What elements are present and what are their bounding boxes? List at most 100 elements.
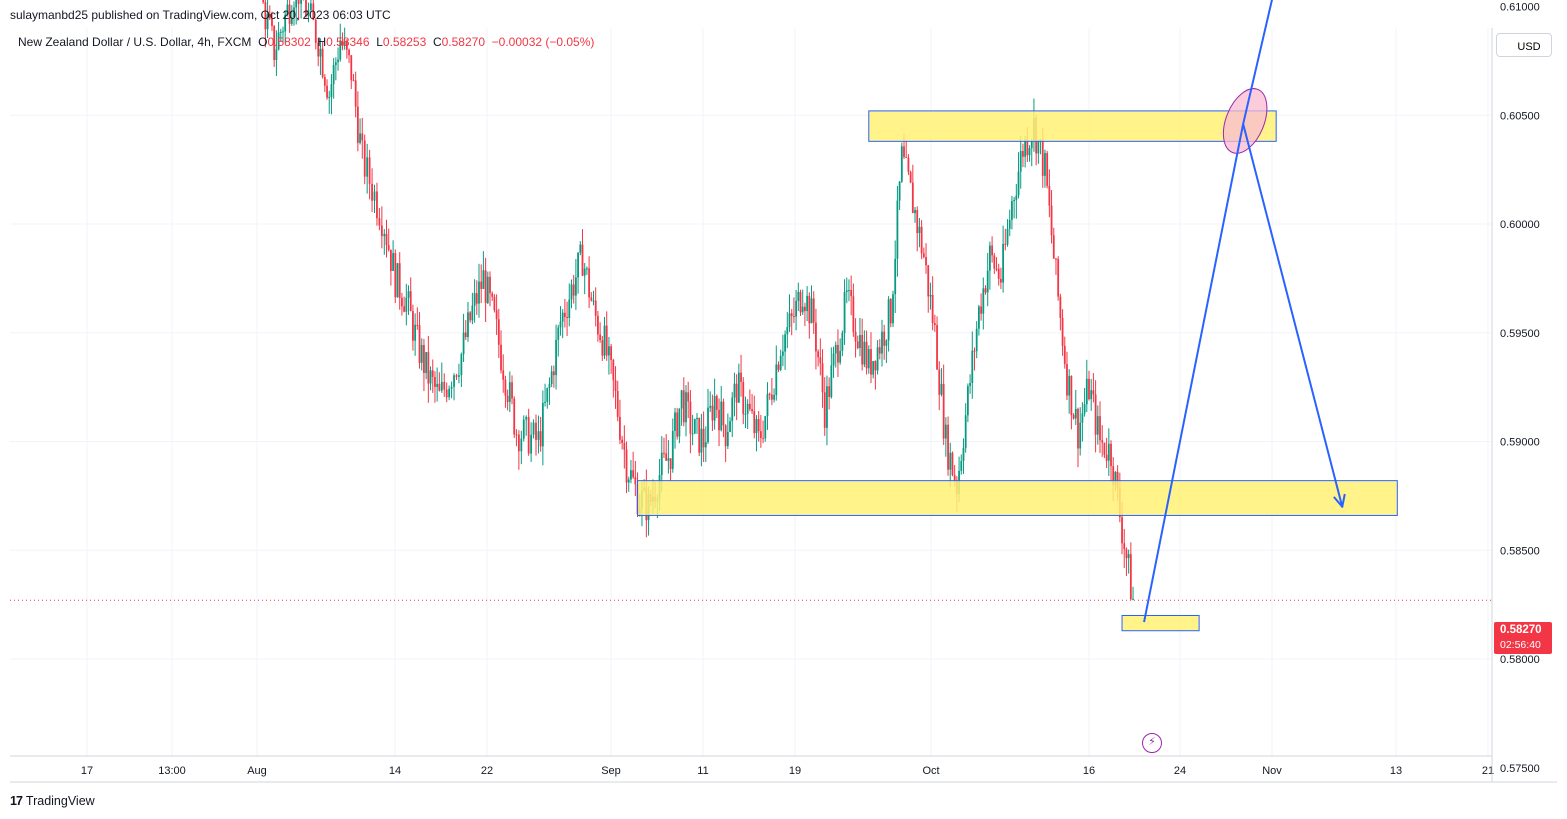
- candle-body: [1037, 140, 1040, 154]
- candle-body: [559, 321, 562, 328]
- candle-body: [887, 299, 890, 341]
- candle-body: [425, 352, 428, 374]
- tradingview-logo[interactable]: 17 TradingView: [10, 794, 95, 808]
- candle-body: [486, 276, 489, 303]
- candle-body: [944, 424, 947, 439]
- candle-body: [634, 477, 637, 485]
- candle-body: [407, 291, 410, 298]
- candle-body: [1101, 440, 1104, 443]
- candle-body: [870, 349, 872, 375]
- candle-body: [443, 381, 446, 390]
- ohlc-change: −0.00032 (−0.05%): [492, 35, 595, 49]
- symbol-title: New Zealand Dollar / U.S. Dollar, 4h, FX…: [18, 35, 258, 49]
- candle-body: [429, 370, 432, 384]
- support-zone[interactable]: [637, 480, 1398, 516]
- candle-body: [801, 306, 804, 313]
- candle-body: [975, 328, 978, 352]
- lightning-icon[interactable]: ⚡: [1142, 733, 1162, 753]
- candle-body: [450, 386, 453, 389]
- candle-body: [373, 191, 376, 201]
- candle-body: [665, 453, 668, 461]
- candle-body: [319, 48, 322, 57]
- arrow-head-down: [1333, 493, 1346, 508]
- candle-body: [455, 375, 458, 377]
- candle-body: [821, 363, 824, 393]
- candle-body: [366, 157, 369, 177]
- candle-body: [552, 371, 555, 376]
- candle-body: [940, 383, 943, 395]
- candle-body: [619, 416, 621, 440]
- candle-body: [398, 263, 401, 298]
- candle-body: [817, 351, 820, 358]
- ohlc-low-label: L: [376, 35, 383, 49]
- candle-body: [1066, 364, 1068, 396]
- candle-body: [927, 265, 930, 297]
- candle-body: [363, 140, 366, 177]
- candle-body: [309, 3, 312, 10]
- candle-body: [755, 419, 758, 434]
- resistance-zone-mid[interactable]: [868, 110, 1277, 142]
- candle-body: [795, 300, 798, 317]
- candle-body: [920, 226, 923, 254]
- candle-body: [502, 370, 505, 380]
- candle-body: [469, 312, 472, 321]
- candle-body: [330, 84, 333, 97]
- candle-body: [1055, 258, 1057, 260]
- ohlc-open-label: O: [258, 35, 267, 49]
- candle-body: [907, 157, 910, 172]
- candle-body: [696, 417, 698, 420]
- candle-body: [1103, 442, 1106, 455]
- candle-body: [1132, 598, 1134, 600]
- candle-body: [343, 41, 346, 46]
- candle-body: [830, 365, 833, 398]
- candle-body: [757, 419, 760, 432]
- candle-body: [812, 298, 815, 323]
- x-tick-label: Nov: [1262, 765, 1282, 777]
- candle-body: [1061, 317, 1064, 346]
- candle-body: [685, 392, 687, 423]
- x-tick-label: Aug: [247, 765, 267, 777]
- candle-body: [964, 415, 967, 448]
- candle-body: [588, 268, 591, 298]
- candle-body: [786, 327, 789, 335]
- candle-body: [823, 392, 826, 428]
- candle-body: [925, 257, 927, 266]
- highlight-ellipse[interactable]: [1215, 82, 1276, 159]
- candle-body: [544, 401, 546, 403]
- candle-body: [590, 297, 593, 301]
- currency-button[interactable]: USD: [1496, 33, 1552, 57]
- candle-body: [493, 296, 496, 311]
- candle-body: [273, 26, 276, 61]
- candle-body: [1107, 443, 1110, 461]
- current-zone[interactable]: [1121, 615, 1200, 632]
- candle-body: [572, 284, 575, 296]
- candle-body: [1083, 404, 1086, 414]
- candle-body: [960, 460, 963, 471]
- ohlc-high: 0.58346: [326, 35, 376, 49]
- candle-body: [1030, 141, 1033, 149]
- ohlc-close-label: C: [433, 35, 442, 49]
- candle-body: [744, 413, 747, 415]
- candle-body: [938, 369, 941, 395]
- candle-body: [392, 253, 395, 271]
- candle-body: [726, 431, 729, 447]
- candle-body: [731, 397, 734, 422]
- candle-body: [453, 375, 455, 387]
- candle-body: [610, 346, 613, 360]
- candle-body: [440, 381, 443, 391]
- candle-body: [305, 0, 307, 17]
- candle-body: [1092, 390, 1095, 395]
- candle-body: [1063, 345, 1066, 365]
- candle-body: [832, 353, 835, 366]
- candle-body: [933, 323, 936, 326]
- candle-body: [1028, 148, 1031, 156]
- x-tick-label: 17: [81, 765, 93, 777]
- candle-body: [416, 324, 419, 326]
- x-tick-label: 24: [1174, 765, 1186, 777]
- candle-body: [314, 19, 317, 44]
- candle-body: [403, 306, 406, 312]
- candle-body: [1059, 296, 1062, 318]
- candle-body: [594, 300, 597, 316]
